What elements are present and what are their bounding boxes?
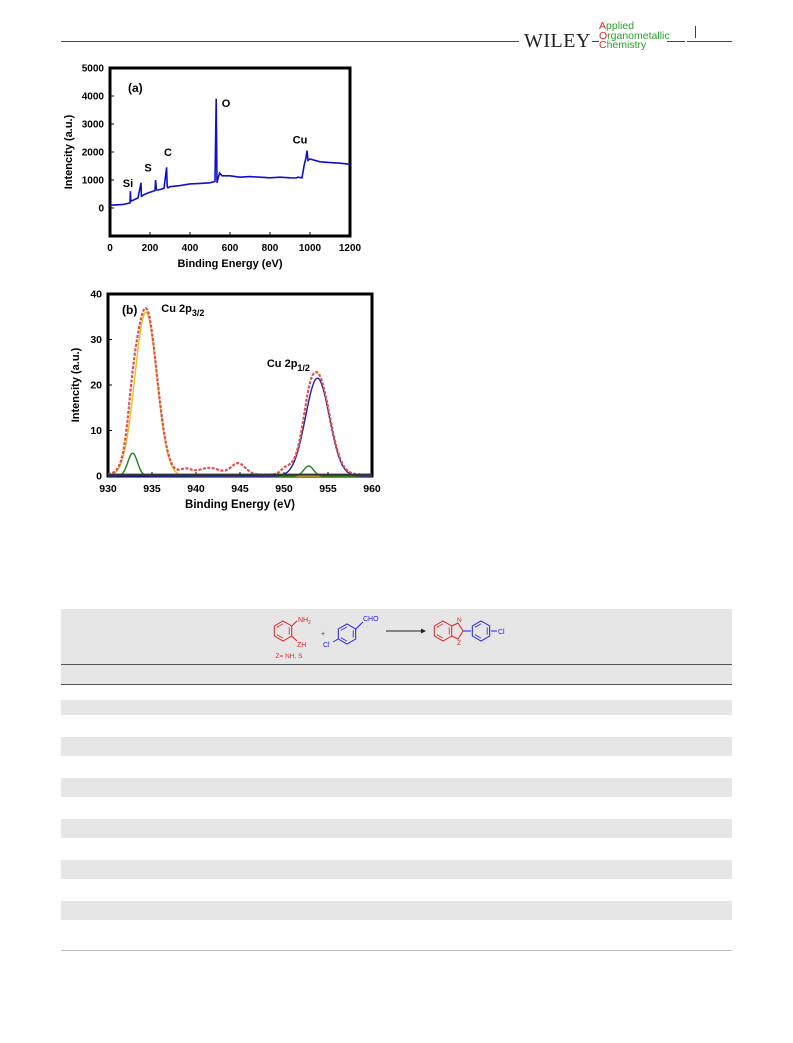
n-atom-label: N: [457, 617, 462, 624]
x-tick-label: 960: [363, 483, 381, 495]
table-bottom-rule: [61, 950, 732, 951]
nh2-subscript: 2: [308, 620, 311, 626]
z-atom-label: Z: [457, 640, 461, 647]
x-tick-label: 955: [319, 483, 337, 495]
reaction-scheme: NH 2 ZH Z= NH, S + CHO Cl N Z Cl: [273, 616, 505, 660]
peak-label: Cu 2p1/2: [267, 358, 310, 373]
x-axis-label: Binding Energy (eV): [185, 499, 295, 511]
peak-label: Si: [123, 178, 133, 190]
plot-frame: [108, 66, 352, 238]
y-tick-label: 30: [90, 334, 102, 346]
product-chlorophenyl-ring: [471, 620, 491, 642]
table-row: [61, 819, 732, 838]
plus-sign: +: [321, 631, 325, 638]
azole-ring: [451, 622, 464, 640]
x-tick-label: 400: [182, 243, 199, 254]
y-tick-label: 40: [90, 289, 102, 301]
peak-label: O: [222, 98, 231, 110]
table-row: [61, 715, 732, 737]
bond-nh2: [291, 620, 298, 627]
panel-label: (a): [128, 81, 143, 95]
x-tick-label: 935: [143, 483, 161, 495]
x-tick-label: 600: [222, 243, 239, 254]
cl-label: Cl: [323, 642, 330, 649]
y-tick-label: 20: [90, 380, 102, 392]
page-tick: [695, 26, 696, 38]
journal-line-1: Applied: [599, 20, 635, 32]
y-axis-label: Intencity (a.u.): [63, 114, 75, 189]
journal-line-3: Chemistry: [599, 39, 647, 51]
journal-dash-right: [667, 41, 685, 42]
cu2p-chart: 930 935 940 945 950 955 960 0 10 20 30 40 Binding En…: [70, 289, 381, 512]
publisher-logo: WILEY: [524, 30, 591, 52]
survey-spectrum-line: [109, 98, 351, 206]
table-header-rule: [61, 684, 732, 685]
table-row: [61, 860, 732, 879]
y-tick-label: 10: [90, 425, 102, 437]
fit-curve-component: [107, 311, 372, 477]
x-tick-label: 800: [262, 243, 279, 254]
x-axis-label: Binding Energy (eV): [177, 258, 282, 270]
product-chlorophenyl-ring-inner: [474, 623, 488, 639]
table-row: [61, 700, 732, 715]
y-tick-label: 1000: [82, 176, 105, 187]
peak-label: Cu 2p3/2: [161, 303, 204, 318]
panel-label: (b): [122, 303, 137, 317]
table-row: [61, 797, 732, 819]
bond-cl: [332, 638, 339, 643]
table-row: [61, 685, 732, 700]
y-tick-label: 0: [96, 471, 102, 483]
cho-label: CHO: [363, 616, 379, 623]
xps-survey-chart: 0 200 400 600 800 1000 1200 0 1000 2000 3000 4000 50…: [63, 64, 362, 271]
table-row: [61, 879, 732, 901]
table-row: [61, 756, 732, 778]
benzazole-benzo-ring-inner: [436, 623, 450, 639]
plot-frame: [106, 292, 374, 478]
y-tick-label: 5000: [82, 64, 105, 75]
x-tick-label: 950: [275, 483, 293, 495]
journal-line-2: Organometallic: [599, 29, 670, 42]
header-rule-right: [687, 41, 732, 42]
y-tick-label: 0: [98, 204, 104, 215]
x-tick-label: 0: [107, 243, 113, 254]
x-tick-label: 1000: [299, 243, 322, 254]
table-top-rule: [61, 664, 732, 665]
z-label: Z= NH, S: [276, 653, 304, 660]
peak-label: C: [164, 147, 172, 159]
header-rule: [61, 41, 519, 42]
x-tick-label: 930: [99, 483, 117, 495]
x-tick-label: 940: [187, 483, 205, 495]
y-tick-label: 2000: [82, 148, 105, 159]
table-row: [61, 737, 732, 756]
results-table: NH 2 ZH Z= NH, S + CHO Cl N Z Cl: [61, 609, 732, 920]
fit-curve-envelope: [107, 306, 372, 476]
table-row: [61, 778, 732, 797]
aminothiophenol-ring-inner: [276, 623, 290, 639]
y-axis-label: Intencity (a.u.): [70, 347, 82, 422]
x-tick-label: 1200: [339, 243, 362, 254]
zh-label: ZH: [297, 642, 306, 649]
peak-label: Cu: [293, 135, 308, 147]
bond-cho: [355, 621, 364, 630]
bond-zh: [291, 635, 298, 642]
table-header-row: [61, 665, 732, 684]
x-tick-label: 945: [231, 483, 249, 495]
table-row: [61, 901, 732, 920]
cl-product-label: Cl: [498, 629, 505, 636]
journal-logo: Applied Organometallic Chemistry: [599, 20, 670, 51]
x-tick-label: 200: [142, 243, 159, 254]
arrow-head: [421, 628, 426, 634]
chlorobenzaldehyde-ring-inner: [340, 626, 354, 642]
reaction-scheme-band: NH 2 ZH Z= NH, S + CHO Cl N Z Cl: [61, 609, 732, 664]
y-tick-label: 4000: [82, 92, 105, 103]
journal-dash-left: [592, 41, 599, 42]
nh2-label: NH: [298, 617, 308, 624]
y-tick-label: 3000: [82, 120, 105, 131]
table-row: [61, 838, 732, 860]
peak-label: S: [144, 163, 151, 175]
